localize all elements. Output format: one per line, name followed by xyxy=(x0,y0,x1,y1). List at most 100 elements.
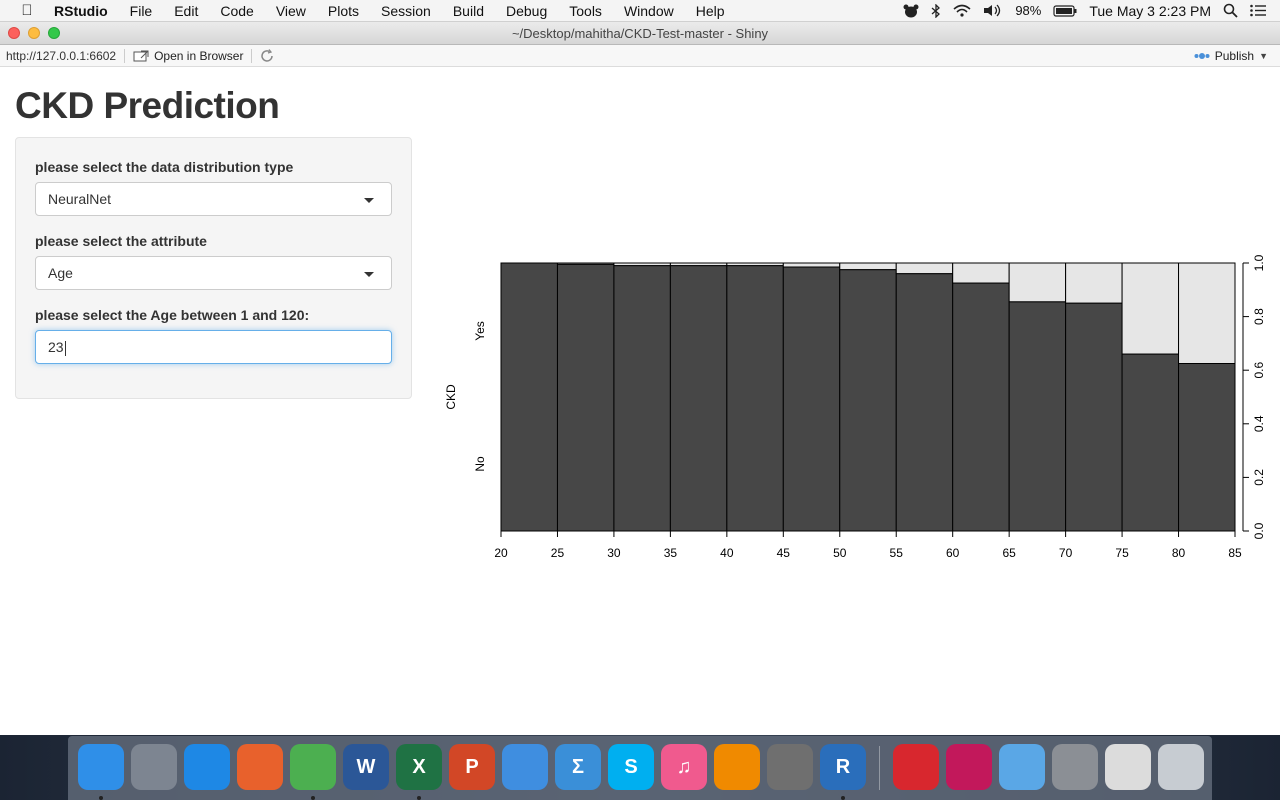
running-indicator xyxy=(311,796,315,800)
shiny-viewer-window: ~/Desktop/mahitha/CKD-Test-master - Shin… xyxy=(0,22,1280,735)
right-tick-label: 0.2 xyxy=(1252,469,1266,486)
finder-icon[interactable] xyxy=(78,744,124,800)
mac-menu-bar:  RStudio File Edit Code View Plots Session Bu… xyxy=(0,0,1280,22)
x-tick-label: 45 xyxy=(777,546,791,560)
publish-label: Publish xyxy=(1214,48,1255,63)
refresh-button[interactable] xyxy=(252,48,282,63)
distribution-type-select[interactable]: NeuralNet xyxy=(35,182,392,216)
bar-yes-50-55 xyxy=(839,262,897,271)
y-axis-label: CKD xyxy=(444,384,458,410)
bluetooth-icon[interactable] xyxy=(931,3,941,18)
age-input-value: 23 xyxy=(48,339,64,355)
attribute-select[interactable]: Age xyxy=(35,256,392,290)
keynote-icon[interactable] xyxy=(502,744,548,790)
bar-no-50-55 xyxy=(839,269,897,532)
x-tick-label: 65 xyxy=(1002,546,1016,560)
calculator-glyph: Σ xyxy=(571,755,584,778)
creative-cloud-icon[interactable] xyxy=(893,744,939,790)
viewer-toolbar: http://127.0.0.1:6602 Open in Browser Pu… xyxy=(0,45,1280,67)
menu-plots[interactable]: Plots xyxy=(327,2,360,19)
launchpad-icon[interactable] xyxy=(131,744,177,790)
r-icon[interactable]: R xyxy=(820,744,866,800)
apple-menu-icon[interactable]:  xyxy=(0,2,54,19)
vlc-icon[interactable] xyxy=(714,744,760,790)
word-icon[interactable]: W xyxy=(343,744,389,790)
wifi-icon[interactable] xyxy=(953,4,971,17)
attribute-label: please select the attribute xyxy=(35,233,207,249)
system-preferences-icon[interactable] xyxy=(767,744,813,790)
x-tick-label: 40 xyxy=(720,546,734,560)
ckd-spineplot: 20 25 30 35 40 45 50 55 60 65 70 75 80 85 0.00.20.40.… xyxy=(444,254,1266,560)
screenshot-preview-icon[interactable] xyxy=(1105,744,1151,790)
dock-separator xyxy=(879,746,880,790)
x-tick-label: 75 xyxy=(1115,546,1129,560)
bear-icon[interactable] xyxy=(903,4,919,18)
running-indicator xyxy=(99,796,103,800)
calculator-icon[interactable]: Σ xyxy=(555,744,601,790)
downloads-icon[interactable] xyxy=(999,744,1045,790)
refresh-icon xyxy=(261,48,274,62)
x-tick-label: 20 xyxy=(494,546,508,560)
menu-file[interactable]: File xyxy=(129,2,153,19)
menu-debug[interactable]: Debug xyxy=(505,2,548,19)
bar-no-45-50 xyxy=(782,266,841,532)
bar-yes-60-65 xyxy=(952,262,1010,284)
chevron-down-icon xyxy=(364,198,374,203)
page-title: CKD Prediction xyxy=(15,85,280,126)
spotlight-search-icon[interactable] xyxy=(1223,3,1238,18)
menu-clock[interactable]: Tue May 3 2:23 PM xyxy=(1089,2,1211,19)
app-url[interactable]: http://127.0.0.1:6602 xyxy=(6,48,126,63)
menu-app-name[interactable]: RStudio xyxy=(54,2,108,19)
y-category-no: No xyxy=(473,456,487,472)
publish-button[interactable]: Publish ▼ xyxy=(1194,49,1280,63)
minimize-window-button[interactable] xyxy=(28,27,40,39)
menu-code[interactable]: Code xyxy=(220,2,254,19)
bar-no-60-65 xyxy=(952,282,1010,532)
bar-no-25-30 xyxy=(556,263,615,532)
skype-glyph: S xyxy=(624,755,638,778)
publish-dropdown-icon: ▼ xyxy=(1259,50,1268,61)
zoom-window-button[interactable] xyxy=(48,27,60,39)
menu-session[interactable]: Session xyxy=(381,2,431,19)
window-titlebar: ~/Desktop/mahitha/CKD-Test-master - Shin… xyxy=(0,22,1280,45)
right-tick-label: 0.0 xyxy=(1252,522,1266,539)
menu-tools[interactable]: Tools xyxy=(569,2,602,19)
trash-icon[interactable] xyxy=(1158,744,1204,790)
menu-help[interactable]: Help xyxy=(695,2,725,19)
battery-icon[interactable] xyxy=(1053,4,1077,17)
notification-center-icon[interactable] xyxy=(1250,4,1266,17)
excel-glyph: X xyxy=(412,755,426,778)
x-tick-label: 30 xyxy=(607,546,621,560)
skype-icon[interactable]: S xyxy=(608,744,654,790)
bar-no-70-75 xyxy=(1065,302,1123,532)
photo-booth-icon[interactable] xyxy=(946,744,992,790)
right-tick-label: 1.0 xyxy=(1252,254,1266,271)
bar-no-20-25 xyxy=(500,262,558,532)
firefox-icon[interactable] xyxy=(237,744,283,790)
bar-yes-45-50 xyxy=(782,262,841,268)
menu-view[interactable]: View xyxy=(275,2,306,19)
open-in-browser-button[interactable]: Open in Browser xyxy=(125,48,253,63)
powerpoint-icon[interactable]: P xyxy=(449,744,495,790)
running-indicator xyxy=(841,796,845,800)
x-tick-label: 80 xyxy=(1172,546,1186,560)
itunes-glyph: ♫ xyxy=(676,755,692,778)
menu-edit[interactable]: Edit xyxy=(174,2,199,19)
safari-icon[interactable] xyxy=(184,744,230,790)
age-input[interactable]: 23 xyxy=(35,330,392,364)
menu-window[interactable]: Window xyxy=(623,2,674,19)
chrome-icon[interactable] xyxy=(290,744,336,800)
itunes-icon[interactable]: ♫ xyxy=(661,744,707,790)
bar-yes-75-80 xyxy=(1121,262,1180,355)
bar-no-65-70 xyxy=(1008,301,1067,532)
bar-yes-65-70 xyxy=(1008,262,1067,303)
x-tick-label: 35 xyxy=(664,546,678,560)
text-cursor xyxy=(64,340,66,356)
menu-build[interactable]: Build xyxy=(452,2,484,19)
close-window-button[interactable] xyxy=(8,27,20,39)
x-tick-label: 55 xyxy=(890,546,904,560)
excel-icon[interactable]: X xyxy=(396,744,442,800)
volume-icon[interactable] xyxy=(983,4,1003,17)
bar-yes-70-75 xyxy=(1065,262,1123,304)
disk-utility-icon[interactable] xyxy=(1052,744,1098,790)
